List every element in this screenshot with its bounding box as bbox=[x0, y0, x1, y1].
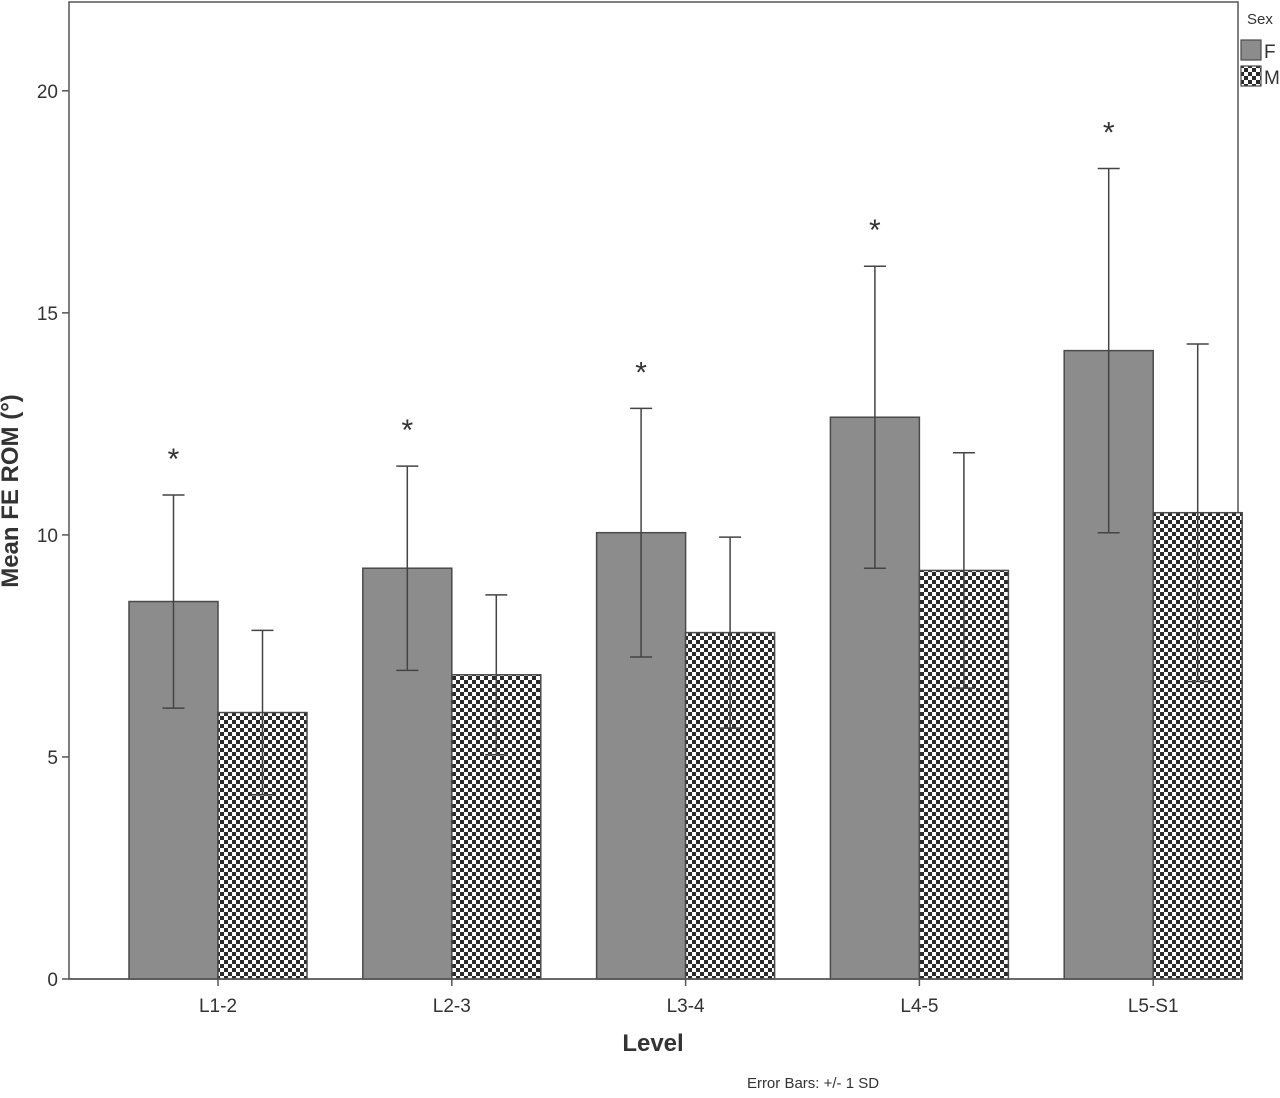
error-bar-f-l5-s1 bbox=[1097, 167, 1120, 534]
legend-swatch-m bbox=[1240, 65, 1262, 87]
x-tick-label: L4-5 bbox=[900, 996, 938, 1017]
significance-star: * bbox=[869, 214, 881, 247]
significance-star: * bbox=[1103, 117, 1115, 150]
x-axis: L1-2 L2-3 L3-4 L4-5 L5-S1 bbox=[69, 978, 1238, 1017]
y-tick-label: 0 bbox=[47, 970, 58, 991]
legend-label-f: F bbox=[1264, 42, 1276, 63]
bars-layer bbox=[128, 349, 1243, 980]
error-bar-f-l3-4 bbox=[630, 407, 653, 658]
error-bars-layer bbox=[162, 167, 1209, 796]
error-bar-f-l4-5 bbox=[863, 265, 886, 569]
x-tick-label: L3-4 bbox=[667, 996, 705, 1017]
y-axis-title: Mean FE ROM (°) bbox=[0, 394, 24, 588]
y-tick-label: 5 bbox=[47, 748, 58, 769]
y-tick-label: 15 bbox=[37, 304, 58, 325]
significance-layer: * * * * * bbox=[168, 117, 1115, 476]
x-tick-label: L1-2 bbox=[199, 996, 237, 1017]
error-bar-f-l1-2 bbox=[162, 494, 185, 709]
legend: Sex F M bbox=[1240, 11, 1280, 89]
error-bar-m-l4-5 bbox=[952, 452, 975, 689]
x-tick-label: L5-S1 bbox=[1128, 996, 1179, 1017]
error-bar-m-l5-s1 bbox=[1186, 343, 1209, 683]
significance-star: * bbox=[401, 414, 413, 447]
significance-star: * bbox=[168, 443, 180, 476]
x-tick-label: L2-3 bbox=[433, 996, 471, 1017]
error-bar-m-l2-3 bbox=[485, 594, 508, 756]
legend-swatch-f bbox=[1240, 39, 1262, 61]
error-bar-m-l1-2 bbox=[251, 629, 274, 796]
error-bar-f-l2-3 bbox=[396, 465, 419, 672]
x-axis-title: Level bbox=[622, 1030, 683, 1057]
legend-title: Sex bbox=[1247, 11, 1273, 28]
error-bar-m-l3-4 bbox=[719, 536, 742, 729]
y-tick-label: 20 bbox=[37, 82, 58, 103]
error-bars-footnote: Error Bars: +/- 1 SD bbox=[747, 1075, 879, 1092]
y-axis: 0 5 10 15 20 bbox=[37, 82, 69, 991]
legend-label-m: M bbox=[1264, 68, 1280, 89]
y-tick-label: 10 bbox=[37, 526, 58, 547]
significance-star: * bbox=[635, 356, 647, 389]
